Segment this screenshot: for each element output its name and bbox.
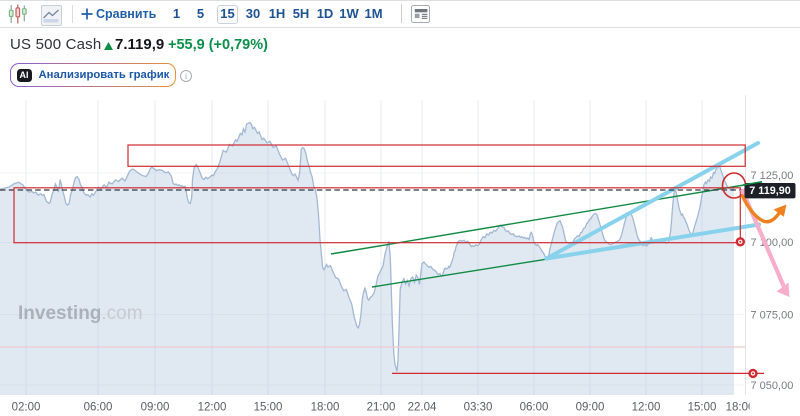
svg-text:15:00: 15:00: [688, 402, 717, 414]
svg-text:18:00: 18:00: [311, 402, 340, 414]
svg-text:7 050,00: 7 050,00: [751, 380, 794, 392]
svg-text:21:00: 21:00: [367, 402, 396, 414]
svg-text:Investing.com: Investing.com: [18, 303, 143, 324]
svg-text:7 100,00: 7 100,00: [751, 237, 794, 249]
svg-text:12:00: 12:00: [632, 402, 661, 414]
svg-text:7 075,00: 7 075,00: [751, 310, 794, 322]
svg-text:06:00: 06:00: [84, 402, 113, 414]
svg-text:02:00: 02:00: [12, 402, 41, 414]
svg-text:7 125,00: 7 125,00: [751, 170, 794, 182]
svg-text:22.04: 22.04: [408, 402, 437, 414]
svg-text:7 119,90: 7 119,90: [749, 185, 790, 197]
svg-text:09:00: 09:00: [141, 402, 170, 414]
svg-text:18:00: 18:00: [726, 402, 755, 414]
svg-text:03:30: 03:30: [464, 402, 493, 414]
svg-text:09:00: 09:00: [576, 402, 605, 414]
svg-text:15:00: 15:00: [254, 402, 283, 414]
svg-text:12:00: 12:00: [198, 402, 227, 414]
svg-text:06:00: 06:00: [520, 402, 549, 414]
